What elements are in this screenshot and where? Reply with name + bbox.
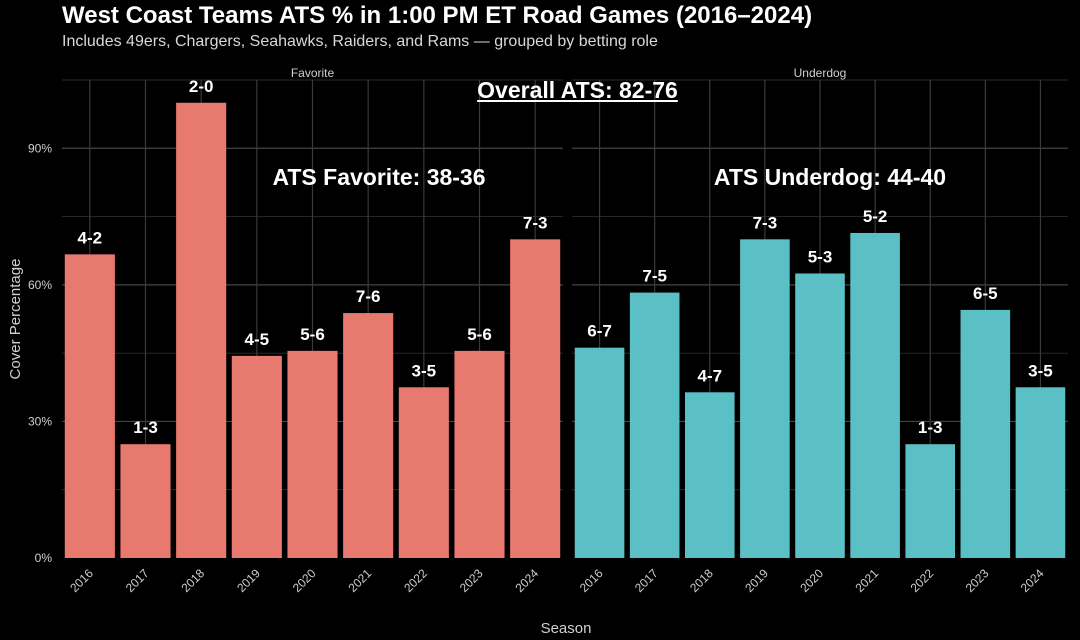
bar-underdog-2024 bbox=[1015, 387, 1066, 558]
data-label: 6-5 bbox=[973, 284, 998, 303]
underdog-ats-annotation: ATS Underdog: 44-40 bbox=[713, 164, 947, 190]
bar-favorite-2023 bbox=[454, 350, 505, 558]
x-tick-label: 2016 bbox=[577, 566, 606, 595]
x-tick-label: 2020 bbox=[797, 566, 826, 595]
facet-label-underdog: Underdog bbox=[794, 66, 847, 80]
data-label: 5-6 bbox=[467, 325, 492, 344]
x-tick-label: 2022 bbox=[908, 566, 937, 595]
bar-favorite-2022 bbox=[398, 387, 449, 558]
data-label: 7-3 bbox=[753, 213, 778, 232]
y-tick-label: 0% bbox=[35, 551, 53, 565]
bar-underdog-2022 bbox=[905, 444, 956, 558]
data-label: 7-3 bbox=[523, 213, 548, 232]
y-tick-label: 60% bbox=[28, 278, 52, 292]
x-tick-label: 2022 bbox=[401, 566, 430, 595]
bar-favorite-2017 bbox=[120, 444, 171, 558]
bar-underdog-2019 bbox=[740, 239, 790, 559]
bar-underdog-2021 bbox=[850, 232, 900, 558]
x-tick-label: 2018 bbox=[687, 566, 716, 595]
data-label: 2-0 bbox=[189, 77, 214, 96]
bar-favorite-2019 bbox=[231, 355, 282, 558]
data-label: 1-3 bbox=[133, 418, 158, 437]
x-tick-label: 2020 bbox=[290, 566, 319, 595]
x-tick-label: 2024 bbox=[513, 566, 542, 595]
bar-underdog-2023 bbox=[960, 309, 1011, 558]
bar-underdog-2018 bbox=[684, 392, 735, 558]
x-tick-label: 2018 bbox=[179, 566, 208, 595]
x-tick-label: 2019 bbox=[234, 566, 263, 595]
data-label: 7-6 bbox=[356, 287, 381, 306]
x-tick-label: 2016 bbox=[67, 566, 96, 595]
x-tick-label: 2021 bbox=[346, 566, 375, 595]
data-label: 7-5 bbox=[642, 267, 667, 286]
x-tick-label: 2017 bbox=[632, 566, 661, 595]
data-label: 5-6 bbox=[300, 325, 325, 344]
x-tick-label: 2024 bbox=[1018, 566, 1047, 595]
bar-favorite-2016 bbox=[64, 254, 115, 558]
data-label: 3-5 bbox=[412, 361, 437, 380]
x-tick-label: 2023 bbox=[963, 566, 992, 595]
bar-favorite-2021 bbox=[343, 313, 394, 558]
data-label: 3-5 bbox=[1028, 361, 1053, 380]
x-tick-label: 2023 bbox=[457, 566, 486, 595]
y-tick-label: 90% bbox=[28, 141, 52, 155]
bar-underdog-2017 bbox=[629, 292, 680, 558]
x-tick-label: 2017 bbox=[123, 566, 152, 595]
bar-favorite-2018 bbox=[176, 102, 227, 558]
data-label: 4-5 bbox=[245, 330, 270, 349]
data-label: 4-7 bbox=[697, 366, 722, 385]
favorite-ats-annotation: ATS Favorite: 38-36 bbox=[272, 164, 486, 190]
data-label: 5-3 bbox=[808, 247, 833, 266]
chart-subtitle: Includes 49ers, Chargers, Seahawks, Raid… bbox=[62, 33, 658, 50]
y-axis-title: Cover Percentage bbox=[7, 259, 24, 380]
facet-label-favorite: Favorite bbox=[291, 66, 335, 80]
x-axis-title: Season bbox=[541, 620, 592, 637]
x-tick-label: 2019 bbox=[742, 566, 771, 595]
data-label: 5-2 bbox=[863, 207, 888, 226]
x-tick-label: 2021 bbox=[852, 566, 881, 595]
data-label: 6-7 bbox=[587, 322, 612, 341]
bar-favorite-2024 bbox=[510, 239, 561, 559]
chart-title: West Coast Teams ATS % in 1:00 PM ET Roa… bbox=[62, 2, 813, 29]
bar-favorite-2020 bbox=[287, 350, 338, 558]
bar-underdog-2020 bbox=[795, 273, 845, 558]
data-label: 1-3 bbox=[918, 418, 943, 437]
y-tick-label: 30% bbox=[28, 414, 52, 428]
bar-underdog-2016 bbox=[574, 347, 625, 558]
data-label: 4-2 bbox=[78, 228, 103, 247]
